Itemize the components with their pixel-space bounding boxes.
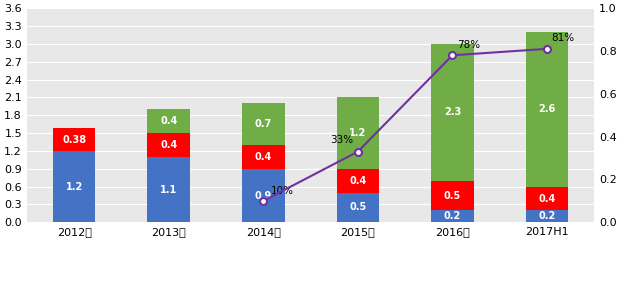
Text: 0.4: 0.4: [160, 116, 178, 126]
Text: 33%: 33%: [330, 135, 353, 145]
Bar: [431, 181, 474, 210]
Bar: [147, 133, 190, 157]
Bar: [337, 97, 379, 169]
Bar: [337, 193, 379, 222]
Bar: [525, 210, 568, 222]
Bar: [242, 169, 284, 222]
Text: 81%: 81%: [551, 34, 575, 44]
Text: 78%: 78%: [457, 40, 480, 50]
Text: 0.2: 0.2: [444, 211, 461, 221]
Bar: [525, 32, 568, 187]
Text: 1.2: 1.2: [349, 128, 366, 138]
Bar: [147, 109, 190, 133]
Text: 1.1: 1.1: [160, 185, 178, 195]
Bar: [53, 151, 96, 222]
Text: 0.5: 0.5: [349, 202, 366, 212]
Text: 0.9: 0.9: [255, 191, 272, 201]
Text: 0.5: 0.5: [444, 191, 461, 201]
Text: 1.2: 1.2: [66, 182, 83, 192]
Bar: [431, 44, 474, 181]
Bar: [53, 128, 96, 151]
Text: 0.38: 0.38: [62, 135, 86, 144]
Text: 2.3: 2.3: [444, 107, 461, 117]
Text: 10%: 10%: [271, 186, 294, 196]
Bar: [147, 157, 190, 222]
Text: 0.4: 0.4: [160, 140, 178, 150]
Bar: [337, 169, 379, 193]
Bar: [525, 187, 568, 210]
Text: 2.6: 2.6: [538, 104, 556, 114]
Bar: [242, 145, 284, 169]
Text: 0.2: 0.2: [538, 211, 556, 221]
Bar: [431, 210, 474, 222]
Text: 0.4: 0.4: [538, 194, 556, 203]
Text: 0.7: 0.7: [255, 119, 272, 129]
Text: 0.4: 0.4: [349, 176, 366, 186]
Bar: [242, 103, 284, 145]
Text: 0.4: 0.4: [255, 152, 272, 162]
